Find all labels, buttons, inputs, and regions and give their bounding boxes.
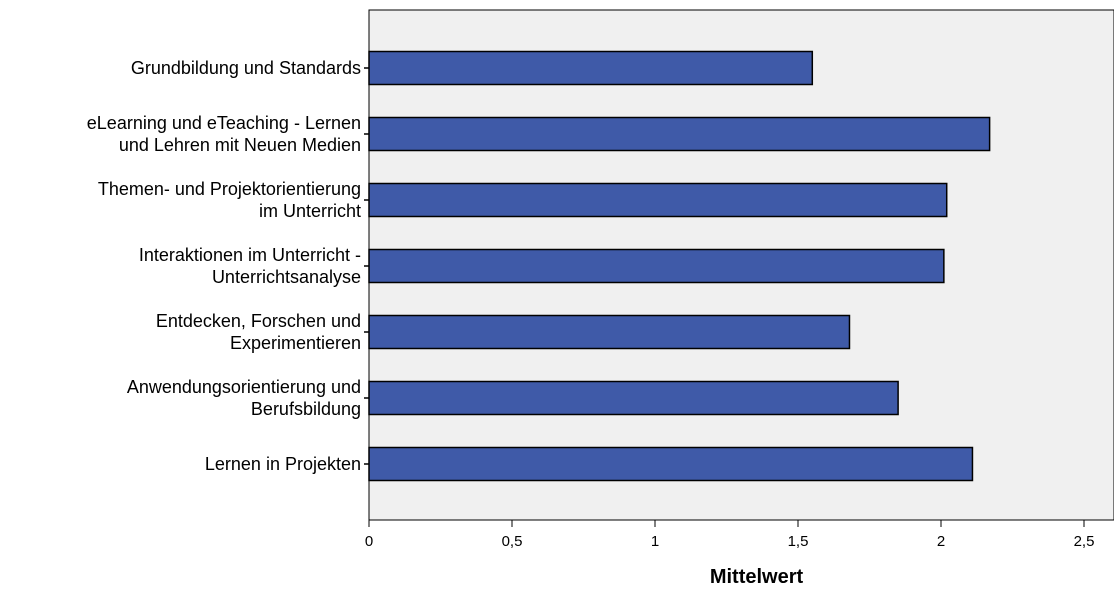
category-label-line: Interaktionen im Unterricht - xyxy=(139,245,361,265)
x-tick-label: 2,5 xyxy=(1074,533,1095,550)
category-label: Lernen in Projekten xyxy=(205,454,361,474)
bar xyxy=(368,380,899,416)
x-tick-label: 1 xyxy=(651,533,659,550)
category-label: Entdecken, Forschen und Experimentieren xyxy=(156,311,361,353)
x-tick-label: 1,5 xyxy=(788,533,809,550)
category-label-line: im Unterricht xyxy=(259,201,361,221)
x-axis-title: Mittelwert xyxy=(710,566,804,588)
category-label: Grundbildung und Standards xyxy=(131,58,361,78)
bar xyxy=(368,248,945,284)
x-tick-label: 2 xyxy=(937,533,945,550)
category-labels-group: Grundbildung und Standards eLearning und … xyxy=(87,58,361,474)
bars-group xyxy=(368,50,991,482)
category-label: Anwendungsorientierung und Berufsbildung xyxy=(127,377,361,419)
category-label-line: Grundbildung und Standards xyxy=(131,58,361,78)
ticks-group: 0 0,5 1 1,5 2 2,5 xyxy=(364,67,1095,550)
category-label: Interaktionen im Unterricht -Unterrichts… xyxy=(139,245,361,287)
category-label-line: Berufsbildung xyxy=(251,399,361,419)
category-label-line: Lernen in Projekten xyxy=(205,454,361,474)
bar xyxy=(368,50,814,86)
category-label-line: Experimentieren xyxy=(230,333,361,353)
category-label-line: Themen- und Projektorientierung xyxy=(98,179,361,199)
category-label-line: und Lehren mit Neuen Medien xyxy=(119,135,361,155)
bar xyxy=(368,446,974,482)
category-label: Themen- und Projektorientierung im Unterr… xyxy=(98,179,361,221)
category-label-line: eLearning und eTeaching - Lernen xyxy=(87,113,361,133)
x-tick-label: 0,5 xyxy=(502,533,523,550)
bar xyxy=(368,314,851,350)
bar xyxy=(368,116,991,152)
x-tick-label: 0 xyxy=(365,533,373,550)
category-label-line: Entdecken, Forschen und xyxy=(156,311,361,331)
category-label: eLearning und eTeaching - Lernen und Lehr… xyxy=(87,113,361,155)
category-label-line: Anwendungsorientierung und xyxy=(127,377,361,397)
category-label-line: Unterrichtsanalyse xyxy=(212,267,361,287)
bar xyxy=(368,182,948,218)
